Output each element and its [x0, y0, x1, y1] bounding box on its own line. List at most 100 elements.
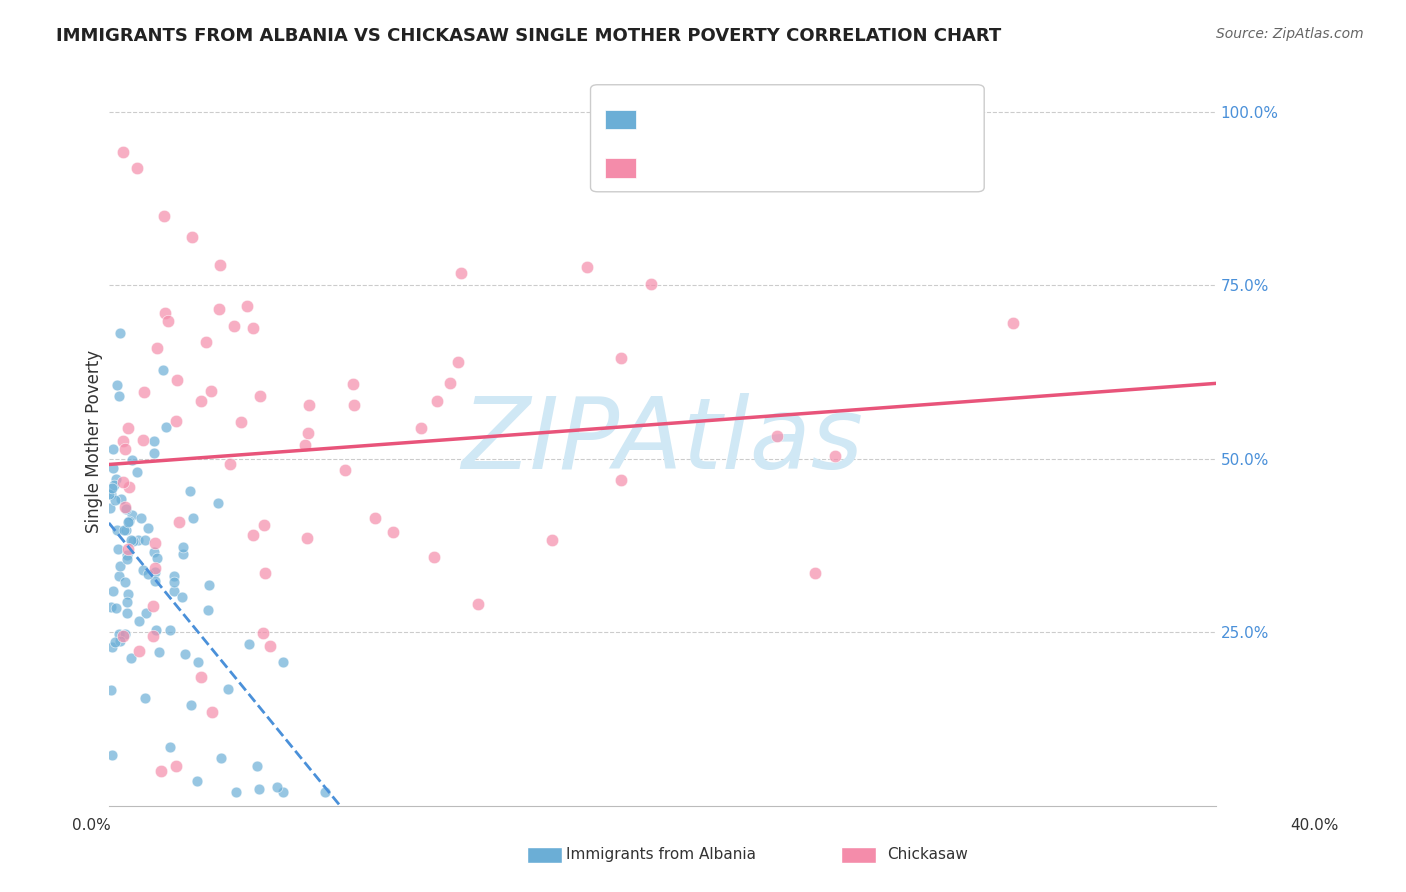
Point	[252, 626, 274, 640]
Point	[174, 648, 197, 662]
Point	[247, 781, 270, 796]
Point	[1002, 316, 1025, 330]
Point	[266, 780, 288, 795]
Text: R =: R =	[619, 156, 658, 174]
Point	[155, 420, 177, 434]
Point	[254, 566, 277, 581]
Point	[273, 785, 295, 799]
Point	[219, 457, 242, 471]
Point	[142, 599, 165, 614]
Point	[439, 376, 461, 390]
Text: 0.321: 0.321	[679, 156, 742, 174]
Point	[117, 542, 139, 557]
Point	[143, 561, 166, 575]
Point	[100, 487, 122, 501]
Point	[101, 747, 124, 762]
Point	[423, 550, 446, 565]
Point	[146, 550, 169, 565]
Point	[129, 510, 152, 524]
Point	[128, 615, 150, 629]
Point	[117, 587, 139, 601]
Point	[146, 341, 169, 355]
Point	[105, 523, 128, 537]
Point	[143, 434, 166, 449]
Point	[447, 355, 470, 369]
Point	[172, 540, 194, 554]
Point	[125, 161, 148, 175]
Point	[314, 785, 336, 799]
Point	[259, 640, 281, 654]
Point	[163, 569, 186, 583]
Point	[467, 597, 489, 611]
Point	[134, 384, 156, 399]
Text: N =: N =	[759, 107, 799, 125]
Text: R =: R =	[619, 107, 658, 125]
Point	[98, 500, 121, 515]
Point	[125, 466, 148, 480]
Point	[107, 541, 129, 556]
Point	[217, 681, 239, 696]
Point	[131, 433, 153, 447]
Point	[103, 461, 125, 475]
Point	[108, 388, 131, 402]
Point	[101, 640, 124, 654]
Point	[297, 426, 319, 441]
Point	[541, 533, 564, 548]
Point	[117, 481, 139, 495]
Point	[105, 378, 128, 392]
Y-axis label: Single Mother Poverty: Single Mother Poverty	[86, 350, 103, 533]
Point	[610, 473, 633, 487]
Point	[114, 627, 136, 641]
Point	[824, 450, 846, 464]
Point	[426, 393, 449, 408]
Point	[159, 740, 181, 755]
Point	[640, 277, 662, 292]
Point	[249, 389, 271, 403]
Point	[610, 351, 633, 366]
Point	[104, 635, 127, 649]
Point	[121, 452, 143, 467]
Point	[143, 446, 166, 460]
Point	[153, 209, 176, 223]
Text: Chickasaw: Chickasaw	[887, 847, 969, 862]
Point	[342, 376, 364, 391]
Point	[114, 575, 136, 590]
Point	[159, 623, 181, 637]
Point	[224, 318, 246, 333]
Text: 70: 70	[804, 156, 830, 174]
Point	[100, 599, 122, 614]
Point	[155, 306, 177, 320]
Point	[108, 634, 131, 648]
Point	[152, 363, 174, 377]
Point	[128, 644, 150, 658]
Point	[117, 421, 139, 435]
Text: 40.0%: 40.0%	[1291, 818, 1339, 832]
Point	[200, 384, 222, 398]
Point	[105, 601, 128, 615]
Point	[120, 533, 142, 547]
Point	[108, 326, 131, 340]
Point	[190, 393, 212, 408]
Point	[195, 334, 218, 349]
Point	[136, 567, 159, 582]
Point	[186, 773, 208, 788]
Point	[132, 563, 155, 577]
Text: Source: ZipAtlas.com: Source: ZipAtlas.com	[1216, 27, 1364, 41]
Point	[167, 515, 190, 529]
Point	[117, 595, 139, 609]
Point	[100, 682, 122, 697]
Point	[242, 528, 264, 542]
Point	[110, 492, 132, 507]
Point	[187, 656, 209, 670]
Point	[208, 258, 231, 272]
Text: 0.0%: 0.0%	[72, 818, 111, 832]
Point	[101, 481, 124, 495]
Point	[298, 398, 321, 412]
Point	[114, 442, 136, 456]
Point	[111, 434, 134, 448]
Point	[108, 568, 131, 582]
Point	[115, 548, 138, 562]
Point	[411, 421, 433, 435]
Point	[236, 299, 259, 313]
Point	[135, 606, 157, 620]
